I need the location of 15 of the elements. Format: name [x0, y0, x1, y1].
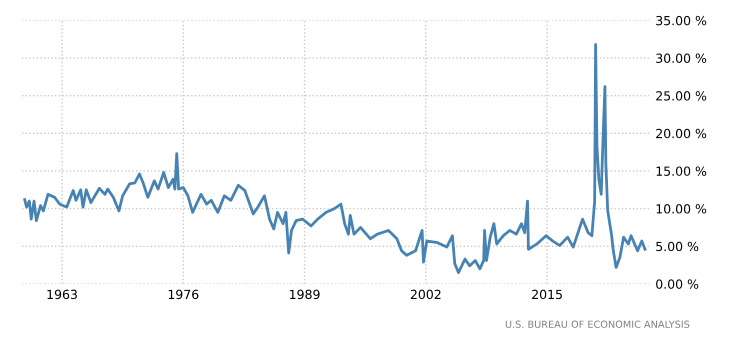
y-tick-label: 25.00 %: [656, 91, 706, 101]
text: U.S. BUREAU OF ECONOMIC ANALYSIS: [506, 320, 690, 328]
x-tick-label: 1976: [168, 290, 198, 300]
x-tick-label: 2015: [532, 290, 562, 300]
x-tick-label: 1989: [290, 290, 320, 300]
y-tick-label: 5.00 %: [656, 242, 698, 252]
y-tick-label: 10.00 %: [656, 204, 706, 214]
y-tick-label: 0.00 %: [656, 279, 698, 289]
x-tick-label: 1963: [47, 290, 77, 300]
y-tick-label: 15.00 %: [656, 166, 706, 176]
y-tick-label: 20.00 %: [656, 128, 706, 138]
x-tick-label: 2002: [410, 290, 440, 300]
y-tick-label: 30.00 %: [656, 54, 706, 63]
line-series: [23, 43, 646, 274]
y-tick-label: 35.00 %: [656, 16, 706, 26]
